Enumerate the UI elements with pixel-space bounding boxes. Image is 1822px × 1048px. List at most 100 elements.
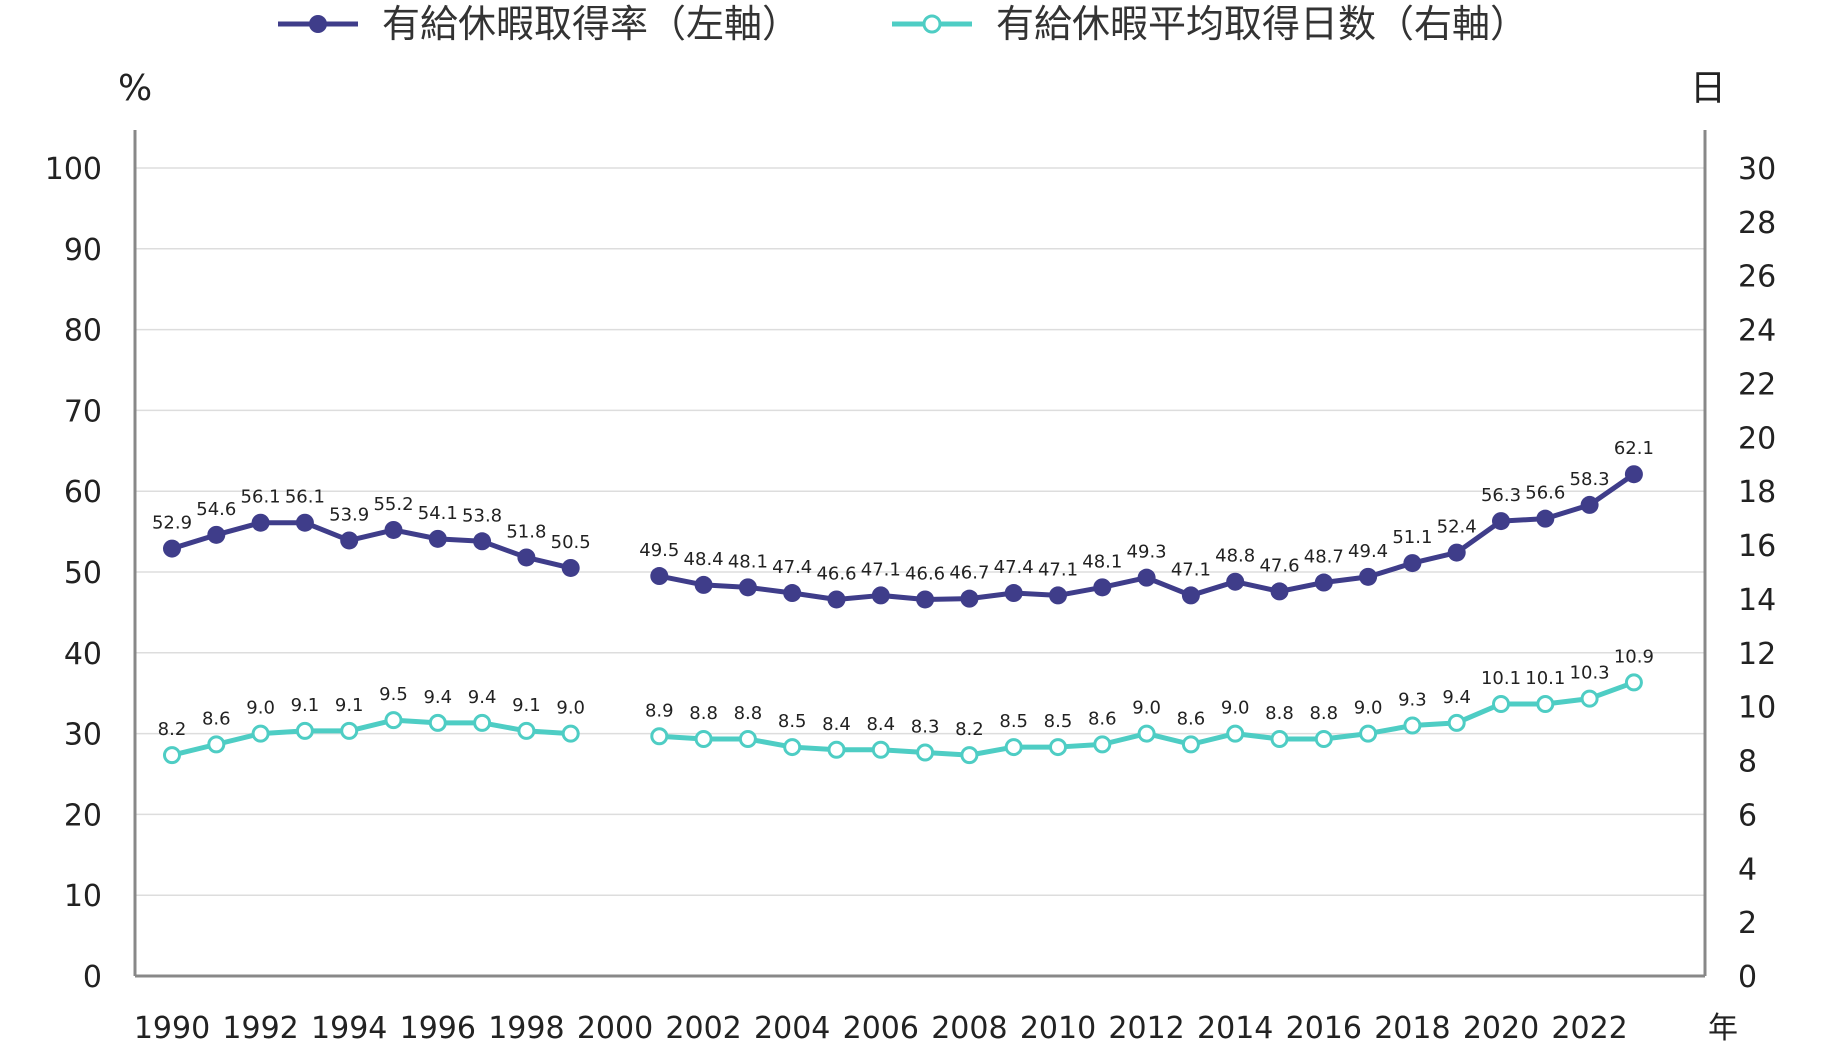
data-label-series2: 8.6 [1177,708,1206,729]
data-label-series1: 56.3 [1481,485,1521,506]
data-label-series1: 49.3 [1127,542,1167,563]
x-tick-label: 2006 [843,1011,919,1046]
data-label-series1: 54.1 [418,503,458,524]
series2-point [561,724,580,743]
data-label-series1: 58.3 [1570,469,1610,490]
data-label-series2: 9.5 [379,684,408,705]
series1-point [517,548,536,567]
series1-point [473,532,492,551]
x-tick-label: 1996 [400,1011,476,1046]
series1-point [163,539,181,558]
series1-point [1624,465,1643,484]
series1-point [1314,573,1333,592]
y-right-tick-label: 24 [1738,314,1776,349]
data-label-series2: 8.4 [866,714,895,735]
x-tick-label: 2002 [665,1011,741,1046]
series2-point [207,735,226,754]
y-left-tick-label: 0 [83,960,102,995]
series2-point [1049,738,1067,757]
data-label-series2: 8.3 [911,716,940,737]
y-left-tick-label: 10 [64,879,102,914]
series1-point [694,575,713,594]
data-label-series1: 54.6 [196,499,236,520]
series1-point [340,531,359,550]
data-label-series1: 47.1 [1171,559,1211,580]
x-tick-label: 1994 [311,1011,387,1046]
series1-point [207,525,226,544]
data-label-series1: 52.9 [152,513,192,534]
data-label-series2: 8.4 [822,714,851,735]
x-tick-label: 2016 [1286,1011,1362,1046]
data-label-series1: 48.4 [684,549,724,570]
series1-point [1403,554,1422,573]
y-right-tick-label: 8 [1738,745,1757,780]
data-label-series2: 8.5 [999,711,1028,732]
data-label-series2: 9.0 [1354,698,1383,719]
series2-point [1536,694,1555,713]
series1-point [1181,586,1200,605]
data-label-series1: 46.6 [816,563,856,584]
series2-point [1580,689,1599,708]
data-label-series2: 10.9 [1614,646,1654,667]
data-label-series2: 9.4 [1442,687,1471,708]
series1-point [1536,509,1555,528]
data-label-series2: 9.3 [1398,690,1427,711]
series2-point [916,743,935,762]
series1-point [251,513,270,532]
series1-point [428,529,447,548]
series2-point [428,713,447,732]
x-tick-label: 2014 [1197,1011,1273,1046]
data-label-series2: 8.8 [689,703,718,724]
series2-point [1492,694,1510,713]
data-label-series1: 47.4 [994,557,1034,578]
data-label-series2: 9.0 [1221,698,1250,719]
series2-point [340,721,359,740]
x-tick-label: 2010 [1020,1011,1096,1046]
y-right-tick-label: 18 [1738,475,1776,510]
series1-point [783,584,802,603]
series2-point [295,721,314,740]
x-tick-label: 2012 [1108,1011,1184,1046]
series1-point [1226,572,1245,591]
data-label-series2: 9.0 [246,698,275,719]
y-right-tick-label: 30 [1738,152,1776,187]
data-label-series1: 47.1 [861,559,901,580]
legend-series2-marker [922,14,942,34]
series2-point [517,721,536,740]
data-labels: 52.954.656.1 56.153.955.2 54.1 53.851.850.5… [152,438,1654,740]
data-label-series1: 47.4 [772,557,812,578]
data-label-series1: 49.4 [1348,541,1388,562]
series2-point [1314,729,1333,748]
data-label-series1: 48.7 [1304,547,1344,568]
series2-point [1226,724,1245,743]
data-label-series1: 50.5 [551,532,591,553]
y-right-tick-label: 26 [1738,260,1776,295]
data-label-series2: 8.8 [734,703,763,724]
y-right-tick-label: 4 [1738,852,1757,887]
y-left-tick-label: 70 [64,394,102,429]
y-left-tick-label: 20 [64,798,102,833]
data-label-series2: 9.4 [468,687,497,708]
x-tick-label: 2000 [577,1011,653,1046]
series1-point [1359,567,1378,586]
data-label-series2: 9.0 [1132,698,1161,719]
series-line-1 [171,520,572,571]
series1-point [561,558,580,577]
series2-point [473,713,492,732]
series1-point [738,578,757,597]
series2-point [1359,724,1378,743]
series2-point [163,746,181,765]
data-label-series2: 8.2 [158,719,187,740]
series2-point [738,729,757,748]
data-label-series1: 46.7 [949,563,989,584]
series1-point [916,590,935,609]
x-axis-unit: 年 [1708,1011,1738,1046]
x-tick-label: 2018 [1374,1011,1450,1046]
y-right-tick-label: 10 [1738,691,1776,726]
data-label-series1: 56.6 [1525,483,1565,504]
series1-point [1270,582,1289,601]
series1-point [1004,584,1023,603]
x-tick-label: 1992 [222,1011,298,1046]
x-tick-label: 1990 [134,1011,210,1046]
data-label-series2: 9.1 [512,695,541,716]
